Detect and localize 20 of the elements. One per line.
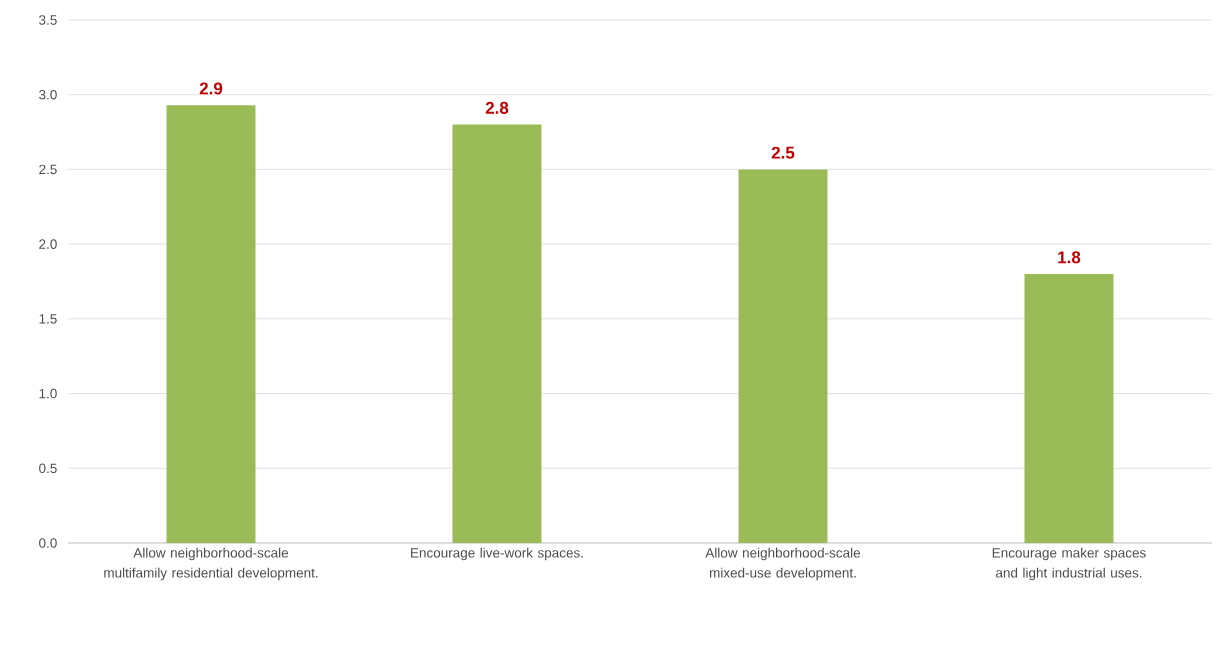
data-label: 2.5 [771,146,795,159]
x-tick-label: Allow neighborhood-scale mixed-use development. [705,547,861,581]
y-tick-label: 0.5 [39,463,57,474]
data-label: 2.9 [199,82,223,95]
bar [452,124,542,543]
bar [166,105,256,543]
data-label: 2.8 [485,101,509,114]
y-tick-label: 3.0 [39,89,57,100]
bar [1024,274,1114,543]
y-tick-label: 2.0 [39,239,57,249]
x-tick-label: Encourage live-work spaces. [411,547,583,561]
y-tick-label: 1.0 [39,388,57,399]
y-tick-label: 0.0 [39,538,57,548]
data-label: 1.8 [1058,251,1081,264]
y-tick-label: 2.5 [39,164,57,175]
x-tick-label: Encourage maker spaces and light industrial uses. [992,547,1146,581]
y-tick-label: 1.5 [39,314,57,324]
y-tick-label: 3.5 [39,15,57,25]
x-tick-label: Allow neighborhood-scale multifamily residential development. [104,547,318,581]
bar [738,169,828,543]
